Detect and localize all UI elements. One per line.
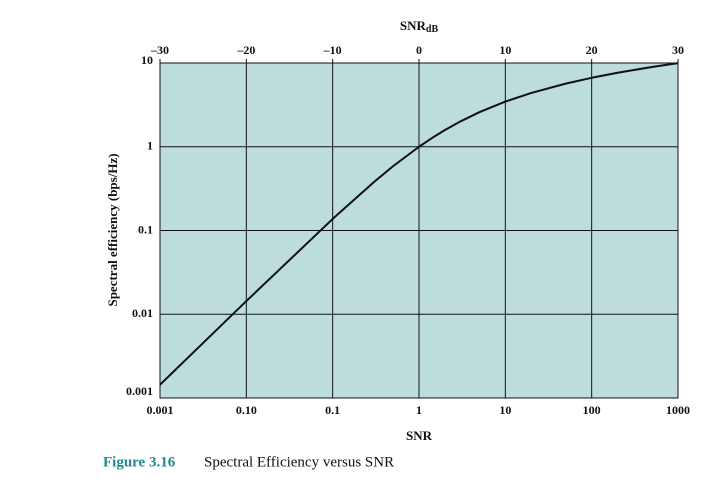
x-tick-label: 0.10	[236, 403, 257, 417]
y-tick-label: 10	[141, 53, 153, 67]
y-tick-label: 0.01	[132, 306, 153, 320]
top-tick-label: –20	[236, 43, 255, 57]
x-tick-label: 1	[416, 403, 422, 417]
x-tick-label: 0.001	[147, 403, 174, 417]
caption: Spectral Efficiency versus SNR	[204, 454, 394, 470]
x-tick-label: 10	[499, 403, 511, 417]
top-tick-label: –10	[323, 43, 342, 57]
top-tick-label: 30	[672, 43, 684, 57]
top-axis-label-main: SNR	[400, 18, 427, 33]
curve	[159, 62, 679, 386]
plot-frame	[159, 62, 679, 399]
y-tick-label: 0.001	[126, 384, 153, 398]
top-tick-label: 20	[586, 43, 598, 57]
y-tick-label: 1	[147, 139, 153, 153]
x-tick-label: 100	[583, 403, 601, 417]
top-axis-label-sub: dB	[426, 24, 439, 35]
top-axis-label: SNRdB	[400, 18, 439, 35]
y-axis-label: Spectral efficiency (bps/Hz)	[105, 153, 120, 306]
x-tick-label: 0.1	[325, 403, 340, 417]
top-tick-label: –30	[150, 43, 169, 57]
top-tick-label: 0	[416, 43, 422, 57]
caption-label: Figure 3.16	[103, 454, 176, 470]
x-axis-label: SNR	[406, 428, 433, 443]
top-tick-label: 10	[499, 43, 511, 57]
x-tick-label: 1000	[666, 403, 690, 417]
y-tick-label: 0.1	[138, 222, 153, 236]
